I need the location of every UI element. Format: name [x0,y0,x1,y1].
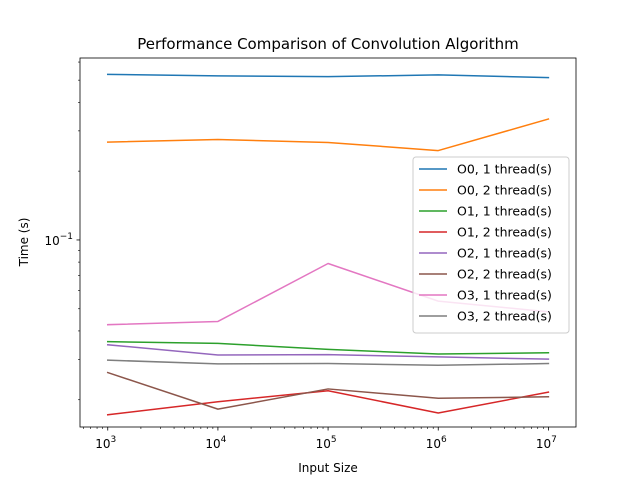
plot-frame [79,57,577,428]
series-line-4 [106,343,550,360]
x-tick-label: 104 [205,435,226,451]
series-line-5 [106,371,550,410]
series-line-2 [106,340,550,355]
legend: O0, 1 thread(s) O0, 2 thread(s) O1, 1 thre… [412,156,570,334]
legend-box [412,156,570,334]
legend-label-1: O0, 2 thread(s) [457,183,552,198]
x-axis-label: Input Size [298,461,358,475]
series-line-0 [106,73,550,79]
x-tick-label: 105 [316,435,337,451]
legend-label-7: O3, 2 thread(s) [457,309,552,324]
y-tick-label: 10−1 [44,232,73,248]
x-tick-label: 103 [95,435,116,451]
legend-label-6: O3, 1 thread(s) [457,288,552,303]
series-line-7 [106,359,550,367]
x-tick-label: 106 [426,435,447,451]
legend-label-4: O2, 1 thread(s) [457,246,552,261]
y-axis-label: Time (s) [17,218,31,268]
legend-label-3: O1, 2 thread(s) [457,225,552,240]
series-line-3 [106,389,550,416]
chart-title: Performance Comparison of Convolution Al… [137,35,518,53]
legend-label-2: O1, 1 thread(s) [457,204,552,219]
x-tick-label: 107 [536,435,557,451]
legend-label-5: O2, 2 thread(s) [457,267,552,282]
series-line-1 [106,118,550,152]
ticks-layer: 103 104 105 106 107 10−1 [44,61,557,451]
legend-label-0: O0, 1 thread(s) [457,162,552,177]
